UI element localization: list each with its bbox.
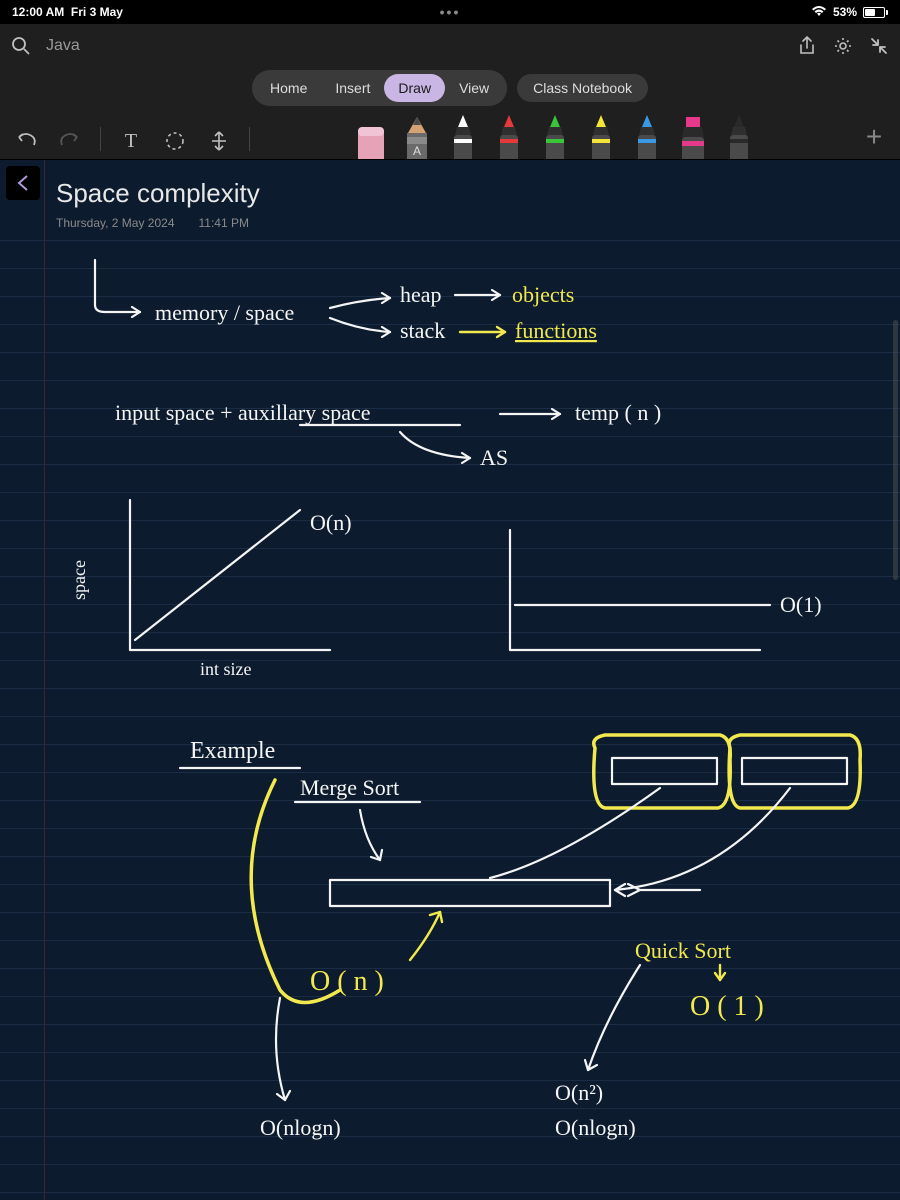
settings-icon[interactable] <box>832 35 854 57</box>
battery-icon <box>863 7 888 18</box>
tab-view[interactable]: View <box>445 74 503 102</box>
ink-o-n-yellow: O ( n ) <box>310 966 384 997</box>
ink-int-size: int size <box>200 659 252 679</box>
ink-o-1-yellow: O ( 1 ) <box>690 991 764 1022</box>
toolbar-separator <box>249 127 250 151</box>
ink-input-space: input space + auxillary space <box>115 400 371 425</box>
undo-button[interactable] <box>12 123 40 159</box>
ink-on2: O(n²) <box>555 1080 603 1105</box>
share-icon[interactable] <box>796 35 818 57</box>
notebook-name[interactable]: Java <box>46 37 80 55</box>
status-date: Fri 3 May <box>71 5 123 19</box>
handwriting-ink: .w { stroke:#f5f5f5; stroke-width:2.2; f… <box>0 160 900 1200</box>
ribbon-tab-group: Home Insert Draw View <box>252 70 507 106</box>
pen-pen-4[interactable] <box>536 113 574 159</box>
ink-space-axis: space <box>69 560 89 600</box>
pen-pencil-1[interactable]: A <box>398 113 436 159</box>
svg-text:A: A <box>413 144 421 158</box>
lasso-tool[interactable] <box>161 123 189 159</box>
tab-home[interactable]: Home <box>256 74 321 102</box>
draw-toolbar: T A + <box>0 108 900 160</box>
ink-o-n: O(n) <box>310 510 352 535</box>
ink-example: Example <box>190 738 275 764</box>
ink-onlogn: O(nlogn) <box>260 1115 341 1140</box>
pen-eraser-0[interactable] <box>352 113 390 159</box>
ink-merge-sort: Merge Sort <box>300 775 399 800</box>
ink-memory-space: memory / space <box>155 300 294 325</box>
pen-pen-3[interactable] <box>490 113 528 159</box>
tab-class-notebook[interactable]: Class Notebook <box>517 74 648 102</box>
ink-as: AS <box>480 445 508 470</box>
pen-pen-5[interactable] <box>582 113 620 159</box>
search-icon[interactable] <box>10 35 32 57</box>
ipad-status-bar: 12:00 AM Fri 3 May ••• 53% <box>0 0 900 24</box>
ink-stack: stack <box>400 318 445 343</box>
pen-tray: A <box>266 113 844 159</box>
pen-pen-6[interactable] <box>628 113 666 159</box>
ribbon-tabs: Home Insert Draw View Class Notebook <box>0 68 900 108</box>
app-title-bar: Java <box>0 24 900 68</box>
wifi-icon <box>811 5 827 20</box>
tab-insert[interactable]: Insert <box>321 74 384 102</box>
ink-o-1: O(1) <box>780 592 822 617</box>
status-time: 12:00 AM <box>12 5 64 19</box>
ink-quick-sort: Quick Sort <box>635 938 731 963</box>
battery-pct: 53% <box>833 5 857 19</box>
ink-heap: heap <box>400 282 442 307</box>
ink-objects: objects <box>512 282 574 307</box>
pen-highlighter-7[interactable] <box>674 113 712 159</box>
add-pen-button[interactable]: + <box>860 121 888 153</box>
tab-draw[interactable]: Draw <box>384 74 445 102</box>
ink-temp: temp ( n ) <box>575 400 661 425</box>
status-right: 53% <box>811 5 888 20</box>
pen-pen-8[interactable] <box>720 113 758 159</box>
ink-onlogn2: O(nlogn) <box>555 1115 636 1140</box>
toolbar-separator <box>100 127 101 151</box>
text-tool[interactable]: T <box>117 123 145 159</box>
pen-pen-2[interactable] <box>444 113 482 159</box>
multitask-dots[interactable]: ••• <box>440 4 461 20</box>
ink-functions: functions <box>515 318 597 343</box>
collapse-icon[interactable] <box>868 35 890 57</box>
insert-space-tool[interactable] <box>205 123 233 159</box>
status-time-date: 12:00 AM Fri 3 May <box>12 5 123 19</box>
redo-button[interactable] <box>56 123 84 159</box>
note-canvas[interactable]: Space complexity Thursday, 2 May 2024 11… <box>0 160 900 1200</box>
